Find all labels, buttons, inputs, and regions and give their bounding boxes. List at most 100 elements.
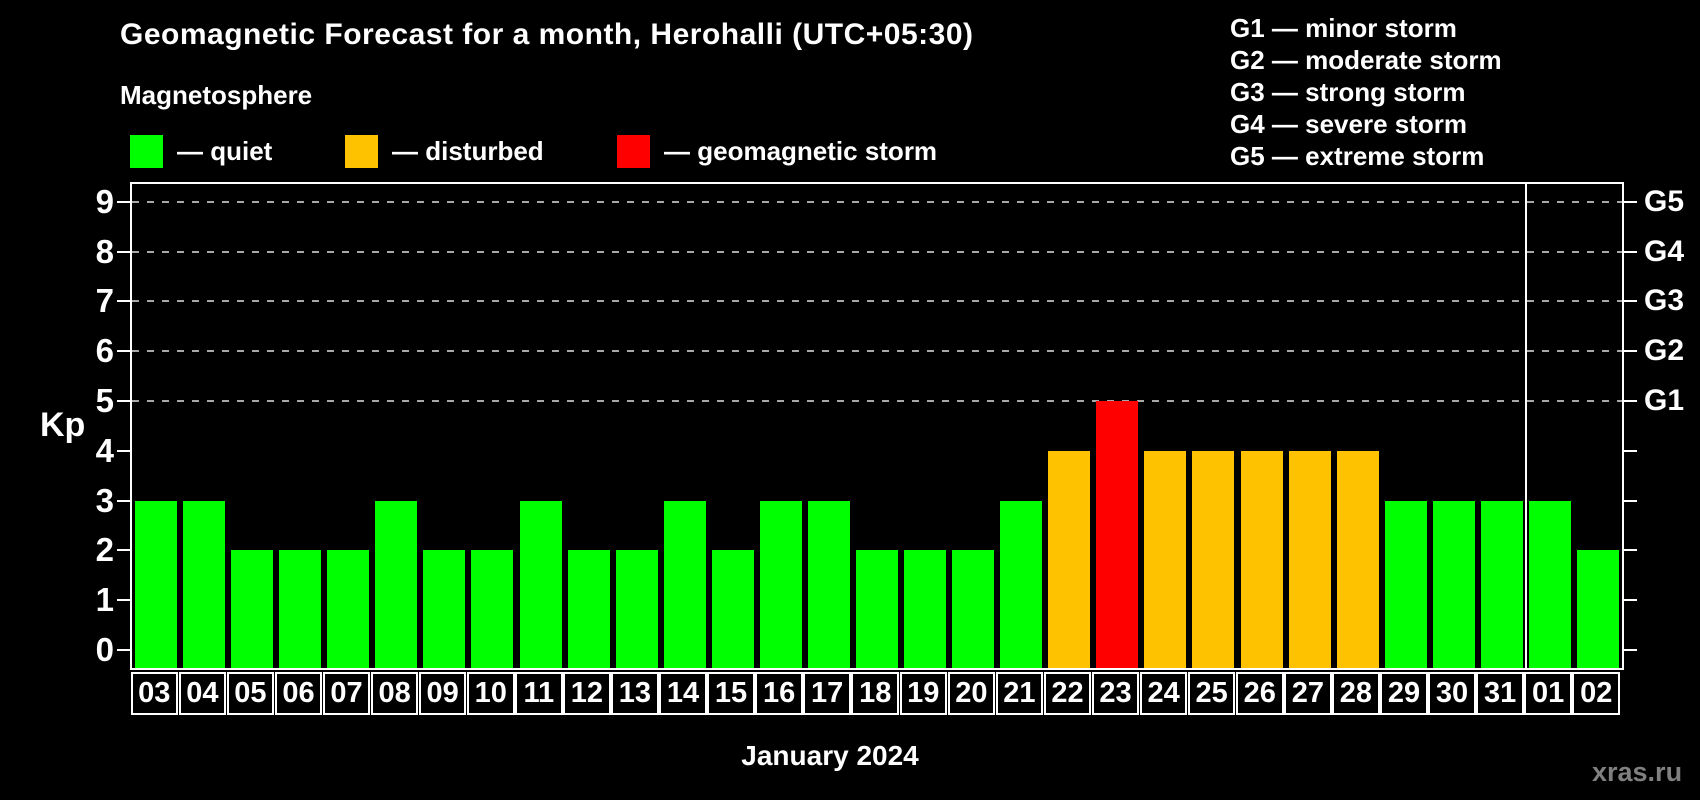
day-label-02: 02 <box>1572 672 1620 715</box>
gridline-kp8 <box>132 250 1622 253</box>
kp-bar-day-11 <box>519 500 562 668</box>
day-label-01: 01 <box>1524 672 1572 715</box>
kp-bar-day-02 <box>1576 550 1619 668</box>
day-label-24: 24 <box>1139 672 1188 715</box>
y-tick-left-4 <box>117 449 130 452</box>
kp-bar-day-27 <box>1288 450 1331 668</box>
y-tick-label-3: 3 <box>95 481 114 519</box>
day-label-16: 16 <box>755 672 803 715</box>
day-label-21: 21 <box>995 672 1044 715</box>
right-axis-label-g2: G2 <box>1644 334 1685 368</box>
kp-bar-day-29 <box>1384 500 1427 668</box>
legend-label-storm: — geomagnetic storm <box>664 135 938 166</box>
gridline-kp5 <box>132 400 1622 402</box>
right-axis-label-g1: G1 <box>1644 384 1685 417</box>
y-tick-right-5 <box>1624 400 1637 402</box>
legend-swatch-disturbed <box>345 134 378 168</box>
kp-bar-day-18 <box>856 550 898 668</box>
g-scale-legend-line-1: G1 — minor storm <box>1230 13 1457 43</box>
day-label-27: 27 <box>1284 672 1332 715</box>
kp-bar-day-25 <box>1192 450 1235 668</box>
day-label-15: 15 <box>707 672 755 715</box>
y-tick-right-3 <box>1624 499 1637 502</box>
g-scale-legend-line-3: G3 — strong storm <box>1230 77 1466 107</box>
y-tick-label-4: 4 <box>95 431 114 469</box>
legend-label-quiet: — quiet <box>177 135 273 166</box>
day-label-25: 25 <box>1187 672 1236 715</box>
y-tick-label-7: 7 <box>95 282 114 320</box>
kp-bar-day-10 <box>471 550 514 668</box>
kp-bar-day-19 <box>904 550 947 668</box>
day-label-18: 18 <box>851 672 900 715</box>
y-tick-left-5 <box>117 400 130 402</box>
y-tick-label-2: 2 <box>95 531 114 569</box>
magnetosphere-label: Magnetosphere <box>120 80 313 110</box>
y-tick-right-7 <box>1624 300 1637 303</box>
day-label-08: 08 <box>370 672 419 715</box>
kp-bar-day-24 <box>1144 450 1187 668</box>
g-scale-legend-line-2: G2 — moderate storm <box>1230 45 1502 75</box>
legend-item-disturbed: — disturbed <box>345 133 544 169</box>
kp-bar-day-20 <box>952 550 995 668</box>
y-tick-label-8: 8 <box>95 232 114 270</box>
kp-bar-day-26 <box>1240 450 1283 668</box>
y-tick-left-8 <box>117 250 130 253</box>
day-label-07: 07 <box>322 672 371 715</box>
day-label-23: 23 <box>1091 672 1140 715</box>
kp-bar-day-08 <box>375 500 418 668</box>
day-label-06: 06 <box>274 672 323 715</box>
day-label-14: 14 <box>659 672 707 715</box>
day-label-12: 12 <box>563 672 611 715</box>
kp-bar-day-13 <box>615 550 658 668</box>
y-tick-label-6: 6 <box>95 332 114 370</box>
y-tick-right-9 <box>1624 200 1637 203</box>
g-scale-legend-line-4: G4 — severe storm <box>1230 109 1468 139</box>
y-tick-right-6 <box>1624 350 1637 353</box>
day-label-09: 09 <box>418 672 467 715</box>
y-tick-right-1 <box>1624 599 1637 602</box>
day-label-31: 31 <box>1476 672 1524 715</box>
y-tick-right-0 <box>1624 649 1637 651</box>
legend-swatch-storm <box>617 134 650 168</box>
kp-bar-day-05 <box>231 550 274 668</box>
y-tick-label-5: 5 <box>95 382 114 419</box>
right-axis-label-g5: G5 <box>1644 184 1685 218</box>
y-tick-label-0: 0 <box>95 631 114 668</box>
kp-bar-day-23 <box>1096 401 1139 668</box>
right-axis-label-g3: G3 <box>1644 284 1685 318</box>
y-tick-label-1: 1 <box>95 581 114 619</box>
gridline-kp9 <box>132 200 1622 203</box>
kp-bar-day-28 <box>1336 450 1379 668</box>
day-label-30: 30 <box>1428 672 1476 715</box>
y-tick-right-4 <box>1624 449 1637 452</box>
day-label-13: 13 <box>611 672 659 715</box>
kp-bar-day-04 <box>183 500 226 668</box>
day-label-03: 03 <box>130 672 179 715</box>
kp-bar-day-09 <box>423 550 466 668</box>
y-tick-left-1 <box>117 599 130 602</box>
y-tick-left-2 <box>117 549 130 552</box>
day-label-10: 10 <box>466 672 515 715</box>
kp-bar-day-30 <box>1432 500 1475 668</box>
plot-area <box>130 182 1624 670</box>
legend-swatch-quiet <box>130 134 163 168</box>
kp-bar-day-15 <box>711 550 754 668</box>
month-separator-line <box>1524 184 1527 668</box>
x-axis-day-labels: 03 04 05 06 07 08 09 10 11 12 13 14 15 16 17 18 19 20 21 22… <box>130 672 1624 716</box>
day-label-28: 28 <box>1332 672 1380 715</box>
gridline-kp7 <box>132 300 1622 303</box>
day-label-22: 22 <box>1043 672 1092 715</box>
kp-bar-day-17 <box>807 500 850 668</box>
chart-title: Geomagnetic Forecast for a month, Heroha… <box>120 18 974 51</box>
day-label-04: 04 <box>178 672 227 715</box>
kp-bar-day-12 <box>567 550 610 668</box>
y-tick-left-9 <box>117 200 130 203</box>
y-tick-right-2 <box>1624 549 1637 552</box>
day-label-19: 19 <box>899 672 948 715</box>
y-tick-label-9: 9 <box>95 182 114 220</box>
y-axis-title: Kp <box>40 406 86 444</box>
y-tick-left-6 <box>117 350 130 353</box>
kp-bar-day-14 <box>663 500 706 668</box>
legend-item-quiet: — quiet <box>130 133 272 169</box>
kp-bar-day-01 <box>1528 500 1571 668</box>
